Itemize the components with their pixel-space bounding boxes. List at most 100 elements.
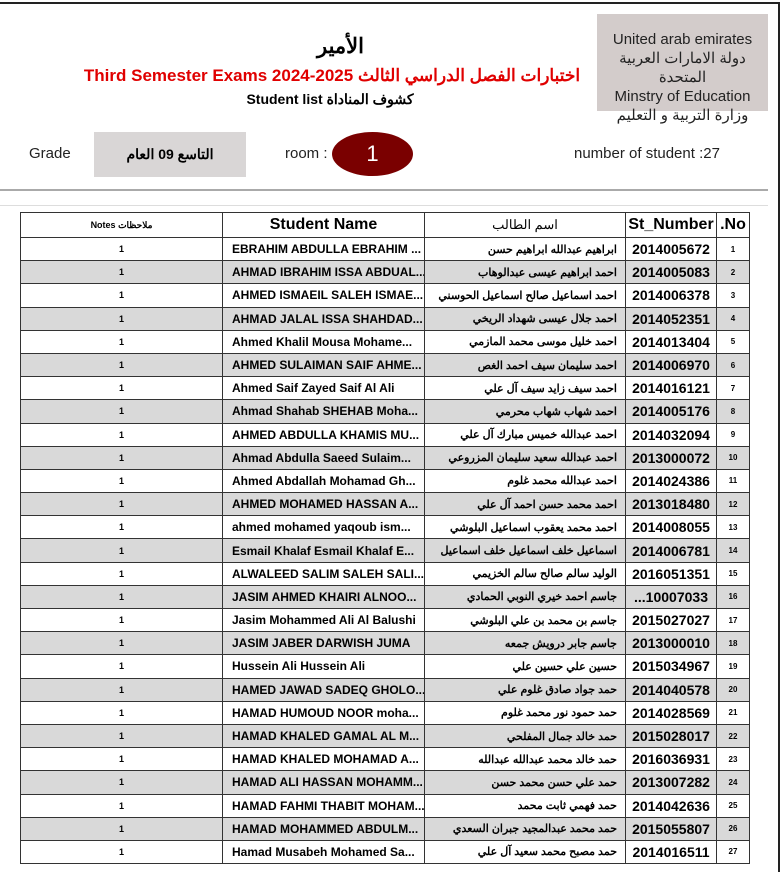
student-name-cell: Ahmed Saif Zayed Saif Al Ali xyxy=(222,376,425,401)
arabic-name-cell: احمد عبدالله سعيد سليمان المزروعي xyxy=(424,445,626,470)
student-name-cell: Ahmed Abdallah Mohamad Gh... xyxy=(222,468,425,494)
table-row: 1 Ahmad Shahab SHEHAB Moha... احمد شهاب شه… xyxy=(20,399,750,424)
row-number-cell: 10 xyxy=(716,445,750,470)
st-number-cell: 2016036931 xyxy=(625,747,717,772)
ministry-box: United arab emirates دولة الامارات العرب… xyxy=(597,14,768,124)
table-row: 1 Ahmad Abdulla Saeed Sulaim... احمد عبدال… xyxy=(20,445,750,470)
row-number-cell: 18 xyxy=(716,631,750,656)
student-name-cell: Ahmad Shahab SHEHAB Moha... xyxy=(222,399,425,424)
student-name-cell: AHMAD JALAL ISSA SHAHDAD... xyxy=(222,306,425,331)
notes-cell: 1 xyxy=(20,445,223,470)
notes-cell: 1 xyxy=(20,492,223,517)
st-number-cell: 2014006378 xyxy=(625,283,717,308)
row-number-cell: 16 xyxy=(716,584,750,610)
student-name-cell: HAMAD ALI HASSAN MOHAMM... xyxy=(222,770,425,795)
row-number-cell: 24 xyxy=(716,770,750,795)
school-name: الأمير xyxy=(317,35,364,58)
student-name-cell: JASIM JABER DARWISH JUMA xyxy=(222,631,425,656)
notes-cell: 1 xyxy=(20,515,223,540)
student-name-cell: HAMAD HUMOUD NOOR moha... xyxy=(222,700,425,725)
table-row: 1 ahmed mohamed yaqoub ism... احمد محمد يع… xyxy=(20,515,750,540)
arabic-name-cell: احمد محمد حسن احمد آل علي xyxy=(424,492,626,517)
st-number-cell: 2013007282 xyxy=(625,770,717,795)
st-number-cell: 2014005083 xyxy=(625,260,717,285)
ministry-line: United arab emirates xyxy=(612,31,753,48)
grade-label: Grade xyxy=(29,145,71,162)
table-row: 1 EBRAHIM ABDULLA EBRAHIM ... ابراهيم عبدا… xyxy=(20,236,750,262)
row-number-cell: 23 xyxy=(716,747,750,772)
arabic-name-cell: جاسم جابر درويش جمعه xyxy=(424,631,626,656)
row-number-cell: 4 xyxy=(716,306,750,331)
st-number-cell: 2015028017 xyxy=(625,723,717,749)
student-name-cell: AHMED ABDULLA KHAMIS MU... xyxy=(222,422,425,447)
st-number-cell: 2015055807 xyxy=(625,816,717,841)
col-no: .No xyxy=(716,212,750,238)
notes-cell: 1 xyxy=(20,422,223,447)
arabic-name-cell: ابراهيم عبدالله ابراهيم حسن xyxy=(424,236,626,262)
st-number-cell: 2014028569 xyxy=(625,700,717,725)
table-row: 1 AHMED ISMAEIL SALEH ISMAE... احمد اسماعي… xyxy=(20,283,750,308)
notes-cell: 1 xyxy=(20,747,223,772)
col-st-number: St_Number xyxy=(625,212,717,238)
row-number-cell: 19 xyxy=(716,654,750,679)
student-name-cell: Jasim Mohammed Ali Al Balushi xyxy=(222,607,425,633)
table-row: 1 ALWALEED SALIM SALEH SALI... الوليد سالم… xyxy=(20,561,750,586)
arabic-name-cell: احمد ابراهيم عيسى عبدالوهاب xyxy=(424,260,626,285)
row-number-cell: 27 xyxy=(716,839,750,865)
student-count: number of student :27 xyxy=(574,145,720,162)
arabic-name-cell: جاسم احمد خيري النوبي الحمادي xyxy=(424,584,626,610)
table-row: 1 JASIM JABER DARWISH JUMA جاسم جابر درويش… xyxy=(20,631,750,656)
exam-title: Third Semester Exams 2024-2025 اختبارات … xyxy=(83,66,581,85)
arabic-name-cell: حمد حمود نور محمد غلوم xyxy=(424,700,626,725)
arabic-name-cell: حمد علي حسن محمد حسن xyxy=(424,770,626,795)
row-number-cell: 15 xyxy=(716,561,750,586)
notes-cell: 1 xyxy=(20,793,223,818)
student-name-cell: AHMED ISMAEIL SALEH ISMAE... xyxy=(222,283,425,308)
table-row: 1 HAMAD MOHAMMED ABDULM... حمد محمد عبدالم… xyxy=(20,816,750,841)
notes-cell: 1 xyxy=(20,723,223,749)
row-number-cell: 21 xyxy=(716,700,750,725)
notes-cell: 1 xyxy=(20,677,223,702)
row-number-cell: 6 xyxy=(716,352,750,378)
st-number-cell: 2014008055 xyxy=(625,515,717,540)
notes-cell: 1 xyxy=(20,607,223,633)
table-row: 1 AHMED MOHAMED HASSAN A... احمد محمد حسن … xyxy=(20,492,750,517)
row-number-cell: 17 xyxy=(716,607,750,633)
table-row: 1 JASIM AHMED KHAIRI ALNOO... جاسم احمد خي… xyxy=(20,584,750,610)
list-title: Student list كشوف المناداة xyxy=(246,91,414,107)
st-number-cell: 2014042636 xyxy=(625,793,717,818)
notes-cell: 1 xyxy=(20,468,223,494)
student-name-cell: HAMED JAWAD SADEQ GHOLO... xyxy=(222,677,425,702)
st-number-cell: 2016051351 xyxy=(625,561,717,586)
st-number-cell: 2015034967 xyxy=(625,654,717,679)
table-row: 1 Ahmed Saif Zayed Saif Al Ali احمد سيف زا… xyxy=(20,376,750,401)
arabic-name-cell: احمد عبدالله محمد غلوم xyxy=(424,468,626,494)
table-row: 1 AHMED SULAIMAN SAIF AHME... احمد سليمان … xyxy=(20,352,750,378)
row-number-cell: 20 xyxy=(716,677,750,702)
table-row: 1 HAMAD HUMOUD NOOR moha... حمد حمود نور م… xyxy=(20,700,750,725)
st-number-cell: 2013000072 xyxy=(625,445,717,470)
row-number-cell: 2 xyxy=(716,260,750,285)
arabic-name-cell: احمد محمد يعقوب اسماعيل البلوشي xyxy=(424,515,626,540)
ministry-line: Minstry of Education xyxy=(614,88,751,105)
st-number-cell: ...10007033 xyxy=(625,584,717,610)
row-number-cell: 22 xyxy=(716,723,750,749)
student-name-cell: Ahmed Khalil Mousa Mohame... xyxy=(222,329,425,354)
notes-cell: 1 xyxy=(20,700,223,725)
row-number-cell: 13 xyxy=(716,515,750,540)
arabic-name-cell: احمد سليمان سيف احمد الغص xyxy=(424,352,626,378)
row-number-cell: 25 xyxy=(716,793,750,818)
row-number-cell: 8 xyxy=(716,399,750,424)
arabic-name-cell: حمد مصبح محمد سعيد آل علي xyxy=(424,839,626,865)
arabic-name-cell: احمد خليل موسى محمد المازمي xyxy=(424,329,626,354)
row-number-cell: 11 xyxy=(716,468,750,494)
st-number-cell: 2014013404 xyxy=(625,329,717,354)
arabic-name-cell: الوليد سالم صالح سالم الخزيمي xyxy=(424,561,626,586)
st-number-cell: 2013000010 xyxy=(625,631,717,656)
student-name-cell: Ahmad Abdulla Saeed Sulaim... xyxy=(222,445,425,470)
table-row: 1 HAMAD ALI HASSAN MOHAMM... حمد علي حسن م… xyxy=(20,770,750,795)
table-row: 1 HAMED JAWAD SADEQ GHOLO... حمد جواد صادق… xyxy=(20,677,750,702)
student-name-cell: Hussein Ali Hussein Ali xyxy=(222,654,425,679)
arabic-name-cell: احمد جلال عيسى شهداد الريخي xyxy=(424,306,626,331)
